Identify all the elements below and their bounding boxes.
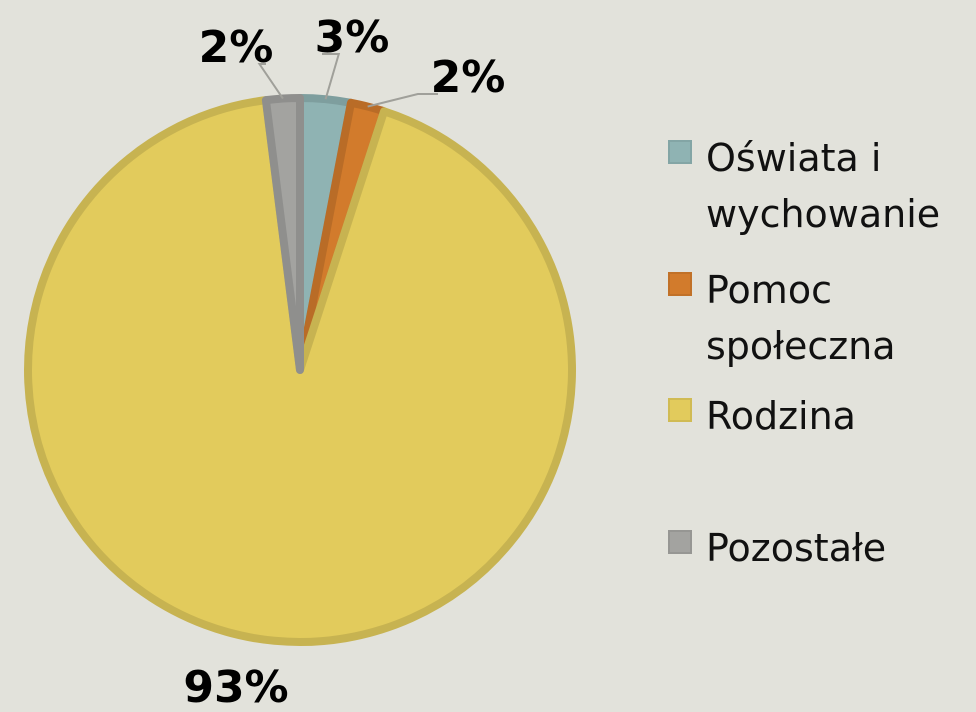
legend-label: Rodzina: [706, 394, 856, 438]
leader-line: [322, 53, 341, 100]
data-label: 2%: [431, 52, 506, 103]
legend-swatch: [668, 398, 692, 422]
legend-label: Pozostałe: [706, 526, 887, 570]
legend-item: Pozostałe: [668, 520, 968, 576]
legend-item: Rodzina: [668, 388, 968, 444]
leader-line: [257, 63, 284, 100]
data-label: 93%: [183, 662, 288, 712]
legend-item: Oświata i wychowanie: [668, 130, 968, 242]
leader-line: [367, 93, 438, 108]
legend-swatch: [668, 140, 692, 164]
data-label: 3%: [315, 12, 390, 63]
legend-item: Pomoc społeczna: [668, 262, 968, 374]
legend-swatch: [668, 272, 692, 296]
legend-label: Oświata i wychowanie: [706, 136, 941, 236]
legend-swatch: [668, 530, 692, 554]
legend-label: Pomoc społeczna: [706, 268, 896, 368]
data-label: 2%: [199, 22, 274, 73]
